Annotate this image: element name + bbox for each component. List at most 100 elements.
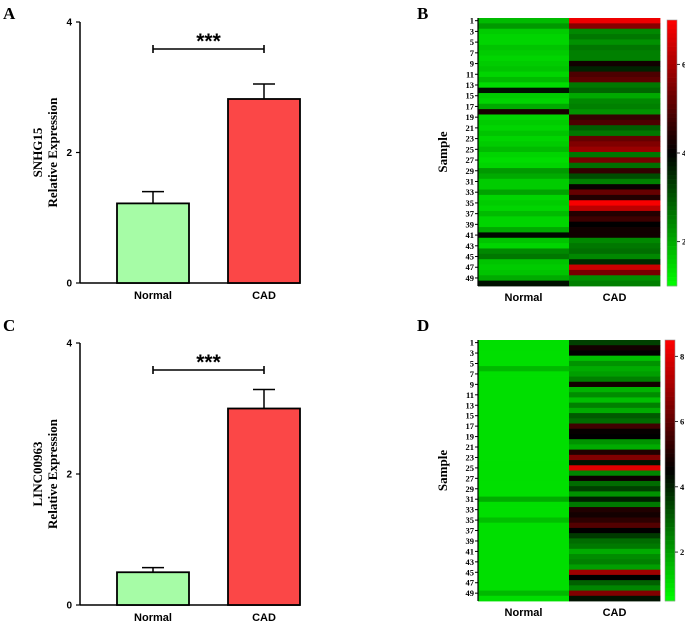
heatmap-cell-normal xyxy=(478,517,570,524)
heatmap-cell-cad xyxy=(569,146,661,153)
heatmap-cell-cad xyxy=(569,580,661,586)
heatmap-cell-normal xyxy=(478,216,570,223)
heatmap-cell-cad xyxy=(569,39,661,46)
colorbar-segment xyxy=(665,514,675,519)
colorbar-segment xyxy=(665,527,675,532)
heatmap-cell-normal xyxy=(478,232,570,239)
colorbar-segment xyxy=(667,175,677,180)
heatmap-cell-normal xyxy=(478,269,570,276)
colorbar-segment xyxy=(665,405,675,410)
heatmap-cell-cad xyxy=(569,350,661,357)
heatmap-cell-normal xyxy=(478,253,570,260)
heatmap-cell-cad xyxy=(569,34,661,40)
heatmap-cell-cad xyxy=(569,585,661,591)
heatmap-cell-normal xyxy=(478,76,570,83)
colorbar-segment xyxy=(667,148,677,154)
row-label: 5 xyxy=(470,358,474,368)
column-label: CAD xyxy=(603,607,627,619)
row-label: 1 xyxy=(470,16,474,26)
heatmap-cell-cad xyxy=(569,548,661,555)
heatmap-cell-normal xyxy=(478,194,570,201)
colorbar-segment xyxy=(665,540,675,545)
heatmap-cell-cad xyxy=(569,340,661,346)
colorbar-segment xyxy=(667,24,677,30)
colorbar-segment xyxy=(667,232,677,238)
heatmap-cell-cad xyxy=(569,491,661,497)
heatmap-cell-normal xyxy=(478,402,570,409)
heatmap-cell-normal xyxy=(478,130,570,137)
colorbar-segment xyxy=(665,592,675,597)
colorbar-segment xyxy=(667,86,677,92)
row-label: 37 xyxy=(466,526,475,536)
heatmap-cell-cad xyxy=(569,76,661,83)
heatmap-cell-normal xyxy=(478,210,570,217)
heatmap-cell-normal xyxy=(478,491,570,497)
heatmap-cell-normal xyxy=(478,538,570,544)
colorbar-tick-label: 6 xyxy=(680,417,684,427)
heatmap-cell-cad xyxy=(569,449,661,456)
heatmap-cell-normal xyxy=(478,60,570,67)
x-tick-label: CAD xyxy=(252,612,276,621)
colorbar-segment xyxy=(665,383,675,389)
row-label: 13 xyxy=(466,400,475,410)
heatmap-cell-cad xyxy=(569,44,661,51)
heatmap-cell-cad xyxy=(569,173,661,180)
colorbar-segment xyxy=(667,126,677,132)
heatmap-cell-cad xyxy=(569,18,661,24)
column-label: Normal xyxy=(505,607,543,619)
colorbar-segment xyxy=(665,461,675,467)
colorbar-segment xyxy=(665,557,675,563)
heatmap-cell-cad xyxy=(569,397,661,404)
colorbar-segment xyxy=(665,435,675,441)
heatmap-cell-cad xyxy=(569,355,661,362)
heatmap-cell-cad xyxy=(569,454,661,461)
heatmap-cell-normal xyxy=(478,475,570,482)
row-label: 39 xyxy=(466,219,475,229)
colorbar-segment xyxy=(665,409,675,415)
y-tick-label: 4 xyxy=(66,339,72,350)
heatmap-cell-cad xyxy=(569,486,661,492)
heatmap-cell-cad xyxy=(569,119,661,126)
heatmap-cell-normal xyxy=(478,18,570,24)
colorbar-segment xyxy=(665,357,675,363)
y-tick-label: 0 xyxy=(66,601,72,612)
heatmap-cell-normal xyxy=(478,98,570,105)
bar-normal xyxy=(116,202,190,284)
colorbar-segment xyxy=(667,64,677,70)
heatmap-cell-normal xyxy=(478,114,570,121)
heatmap-cell-normal xyxy=(478,465,570,471)
panel-label-b: B xyxy=(417,4,428,23)
row-label: 7 xyxy=(470,48,475,58)
heatmap-cell-normal xyxy=(478,50,570,56)
heatmap-cell-normal xyxy=(478,360,570,367)
row-label: 43 xyxy=(466,557,475,567)
colorbar-segment xyxy=(665,422,675,428)
heatmap-cell-normal xyxy=(478,386,570,393)
colorbar-segment xyxy=(667,263,677,269)
colorbar-segment xyxy=(667,73,677,78)
heatmap-cell-cad xyxy=(569,512,661,518)
heatmap-cell-normal xyxy=(478,157,570,164)
heatmap-cell-normal xyxy=(478,522,570,529)
colorbar-segment xyxy=(667,192,677,198)
heatmap-cell-normal xyxy=(478,433,570,440)
heatmap-cell-cad xyxy=(569,248,661,255)
heatmap-cell-normal xyxy=(478,454,570,461)
colorbar-segment xyxy=(665,474,675,480)
row-label: 25 xyxy=(466,144,475,154)
heatmap-cell-normal xyxy=(478,371,570,377)
colorbar-segment xyxy=(665,340,675,345)
heatmap-cell-cad xyxy=(569,259,661,265)
heatmap-cell-cad xyxy=(569,184,661,190)
heatmap-cell-normal xyxy=(478,512,570,518)
colorbar-segment xyxy=(665,427,675,432)
heatmap-cell-cad xyxy=(569,152,661,158)
colorbar-segment xyxy=(665,396,675,402)
colorbar-frame xyxy=(664,339,676,602)
heatmap-cell-normal xyxy=(478,585,570,591)
heatmap-cell-normal xyxy=(478,340,570,346)
heatmap-cell-normal xyxy=(478,554,570,560)
colorbar-segment xyxy=(667,113,677,118)
row-label: 27 xyxy=(466,473,475,483)
colorbar-segment xyxy=(667,42,677,47)
